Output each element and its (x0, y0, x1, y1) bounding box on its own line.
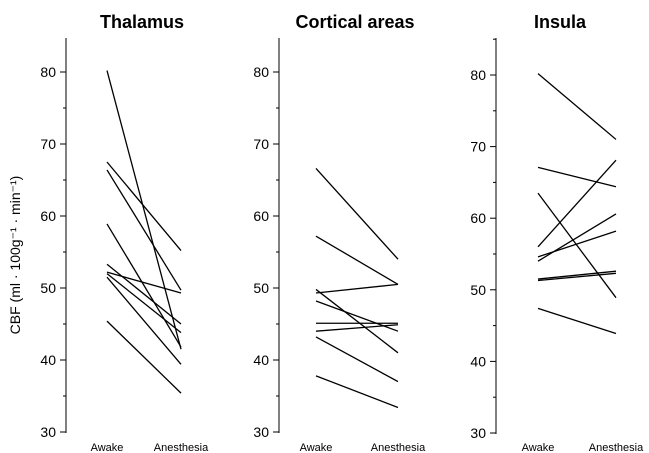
subject-line (106, 169, 182, 291)
y-tick-label: 60 (40, 208, 56, 224)
subject-line (106, 263, 182, 325)
x-category-label: Awake (300, 442, 333, 453)
subject-line (315, 283, 399, 294)
subject-line (537, 272, 617, 282)
panel-2: Cortical areas 30 40 50 60 70 80 Awake Anesthesi… (253, 12, 426, 453)
subject-line (537, 159, 617, 248)
subject-line (106, 70, 182, 350)
y-tick-label: 30 (253, 424, 269, 440)
subject-line (315, 336, 399, 383)
subject-line (315, 300, 399, 332)
y-tick-label: 40 (253, 352, 269, 368)
subject-line (106, 276, 182, 365)
panel-3: Insula 30 40 50 60 70 80 Awake Anesthesia (470, 12, 644, 453)
y-tick-label: 50 (470, 282, 486, 298)
subject-line (315, 324, 399, 332)
subject-line (315, 235, 399, 285)
y-tick-label: 70 (470, 139, 486, 155)
y-tick-label: 80 (470, 67, 486, 83)
y-tick-label: 80 (253, 64, 269, 80)
y-tick-label: 50 (40, 280, 56, 296)
subject-line (106, 161, 182, 251)
x-category-label: Anesthesia (589, 442, 644, 453)
y-tick-label: 30 (40, 424, 56, 440)
y-tick-label: 60 (253, 208, 269, 224)
x-category-label: Awake (91, 442, 124, 453)
panel-title: Thalamus (100, 12, 184, 32)
y-tick-label: 40 (470, 353, 486, 369)
subject-line (537, 73, 617, 140)
subject-line (537, 213, 617, 262)
subject-line (537, 192, 617, 299)
subject-line (106, 273, 182, 334)
y-tick-label: 30 (470, 425, 486, 441)
subject-line (315, 168, 399, 260)
y-axis-label: CBF (ml · 100g⁻¹ · min⁻¹) (7, 176, 23, 335)
panel-title: Insula (534, 12, 587, 32)
subject-line (537, 166, 617, 188)
x-category-label: Anesthesia (154, 442, 209, 453)
x-category-label: Anesthesia (371, 442, 426, 453)
subject-line (106, 223, 182, 348)
y-tick-label: 50 (253, 280, 269, 296)
y-tick-label: 70 (40, 136, 56, 152)
x-category-label: Awake (522, 442, 555, 453)
y-tick-label: 70 (253, 136, 269, 152)
y-tick-label: 60 (470, 210, 486, 226)
subject-line (537, 270, 617, 280)
y-tick-label: 80 (40, 64, 56, 80)
subject-line (315, 375, 399, 409)
subject-line (106, 320, 182, 394)
panel-title: Cortical areas (295, 12, 414, 32)
panel-1: Thalamus 30 40 50 60 70 80 Awake Anesthesia (40, 12, 209, 453)
y-tick-label: 40 (40, 352, 56, 368)
subject-line (106, 271, 182, 294)
subject-line (537, 230, 617, 258)
subject-line (537, 307, 617, 335)
subject-line (315, 288, 399, 354)
